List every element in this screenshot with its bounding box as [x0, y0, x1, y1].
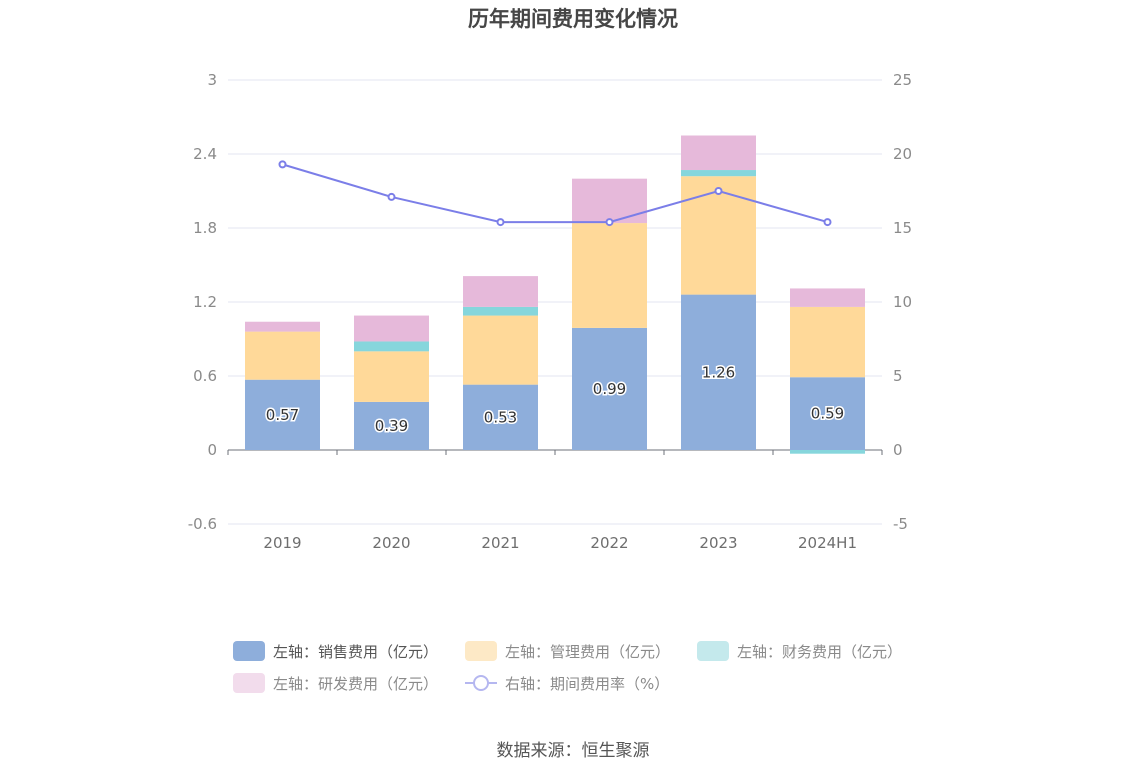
bar-segment [681, 294, 756, 450]
bar-segment [354, 401, 429, 450]
category-label: 2019 [263, 534, 301, 552]
legend-swatch [233, 673, 265, 693]
bar-segment [790, 306, 865, 378]
legend-item[interactable]: 左轴：销售费用（亿元） [233, 641, 438, 661]
bar-value-label: 0.59 [811, 405, 844, 423]
right-tick-label: 15 [893, 219, 912, 237]
left-tick-label: -0.6 [188, 515, 217, 533]
legend-label: 左轴：研发费用（亿元） [273, 675, 438, 693]
bar-segment [790, 377, 865, 450]
rate-point [605, 218, 614, 227]
x-axis: 2019 2020 2021 2022 2023 2024H1 [263, 534, 857, 552]
bar-segment [354, 341, 429, 352]
legend-swatch [697, 641, 729, 661]
category-label: 2024H1 [798, 534, 857, 552]
right-tick-label: 25 [893, 71, 912, 89]
bar-segment [681, 176, 756, 295]
legend-label: 左轴：财务费用（亿元） [737, 643, 902, 661]
rate-point [823, 218, 832, 227]
left-tick-label: 1.8 [193, 219, 217, 237]
left-tick-label: 3 [207, 71, 217, 89]
bar-segment [245, 379, 320, 450]
right-tick-label: 0 [893, 441, 903, 459]
bars [245, 135, 865, 454]
bar-labels: 0.57 0.39 0.53 0.99 1.26 0.59 [264, 362, 845, 437]
bar-value-label: 0.39 [375, 417, 408, 435]
left-tick-label: 1.2 [193, 293, 217, 311]
bar-value-label: 0.53 [484, 408, 517, 426]
bar-segment [572, 178, 647, 224]
left-tick-label: 0 [207, 441, 217, 459]
bar-segment [790, 288, 865, 307]
bar-segment [245, 331, 320, 380]
rate-point [714, 187, 723, 195]
legend[interactable]: 左轴：销售费用（亿元） 左轴：管理费用（亿元） 左轴：财务费用（亿元） 左轴：研发费用… [233, 641, 902, 693]
bar-value-label: 1.26 [702, 363, 735, 381]
bar-segment [681, 135, 756, 171]
grid [227, 79, 883, 525]
bar-segment [463, 384, 538, 450]
left-tick-label: 2.4 [193, 145, 217, 163]
legend-item[interactable]: 左轴：研发费用（亿元） [233, 673, 438, 693]
category-label: 2023 [699, 534, 737, 552]
bar-value-label: 0.99 [593, 380, 626, 398]
legend-label: 左轴：管理费用（亿元） [505, 643, 670, 661]
legend-label: 右轴：期间费用率（%） [505, 675, 669, 693]
legend-item[interactable]: 左轴：管理费用（亿元） [465, 641, 670, 661]
legend-swatch [465, 641, 497, 661]
bar-segment [463, 315, 538, 385]
right-tick-label: 5 [893, 367, 903, 385]
left-axis: 3 2.4 1.8 1.2 0.6 0 -0.6 [188, 71, 217, 533]
legend-swatch-marker [473, 675, 489, 691]
right-axis: 25 20 15 10 5 0 -5 [893, 71, 912, 533]
legend-item[interactable]: 右轴：期间费用率（%） [465, 675, 669, 693]
bar-segment [572, 327, 647, 450]
bar-segment [572, 223, 647, 328]
category-label: 2020 [372, 534, 410, 552]
bar-value-label: 0.57 [266, 406, 299, 424]
bar-segment [354, 315, 429, 342]
bar-segment [463, 276, 538, 307]
chart-title: 历年期间费用变化情况 [468, 7, 678, 31]
right-tick-label: -5 [893, 515, 908, 533]
bar-segment [681, 170, 756, 177]
legend-swatch [233, 641, 265, 661]
left-tick-label: 0.6 [193, 367, 217, 385]
rate-point [278, 160, 287, 169]
legend-label: 左轴：销售费用（亿元） [273, 643, 438, 661]
rate-point [496, 218, 505, 227]
category-label: 2022 [590, 534, 628, 552]
category-label: 2021 [481, 534, 519, 552]
bar-segment [790, 450, 865, 454]
bar-segment [354, 351, 429, 402]
right-tick-label: 20 [893, 145, 912, 163]
right-tick-label: 10 [893, 293, 912, 311]
bar-segment [463, 306, 538, 316]
rate-line [278, 160, 832, 227]
rate-line-path [282, 163, 828, 224]
bar-segment [245, 321, 320, 332]
source-note: 数据来源：恒生聚源 [497, 741, 650, 761]
rate-point [387, 192, 396, 201]
legend-item[interactable]: 左轴：财务费用（亿元） [697, 641, 902, 661]
